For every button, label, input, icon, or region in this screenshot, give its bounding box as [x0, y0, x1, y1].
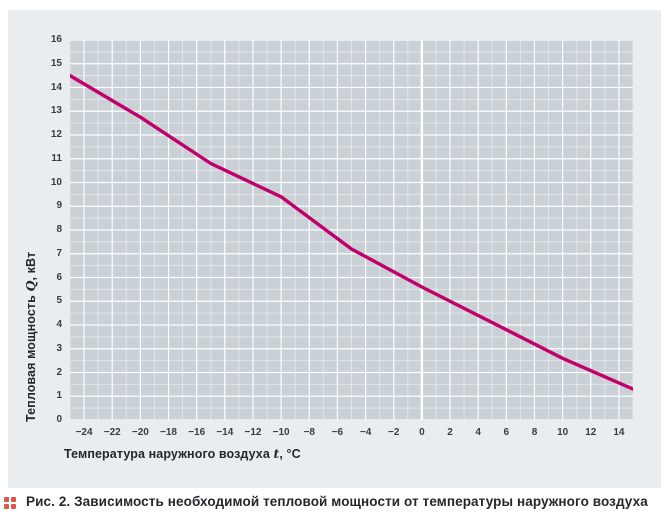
- y-axis-title: Тепловая мощность Q, кВт: [23, 252, 38, 422]
- y-tick-label: 1: [56, 390, 62, 402]
- y-tick-label: 3: [56, 342, 62, 354]
- y-tick-label: 14: [50, 81, 62, 93]
- x-tick-label: 2: [447, 427, 453, 438]
- x-tick-label: 6: [503, 427, 510, 438]
- x-tick-label: −6: [331, 427, 344, 438]
- series-line: [70, 73, 633, 391]
- y-axis-title-text: Тепловая мощность: [24, 291, 38, 422]
- x-tick-label: −24: [75, 427, 93, 438]
- x-tick-label: −22: [103, 427, 121, 438]
- x-axis-title-text: Температура наружного воздуха: [64, 447, 274, 461]
- x-tick-label: −20: [131, 427, 149, 438]
- x-axis-title: Температура наружного воздуха t, °C: [64, 446, 301, 461]
- x-tick-label: −4: [359, 427, 372, 438]
- x-tick-label: −10: [272, 427, 290, 438]
- y-axis-unit: , кВт: [24, 251, 38, 281]
- x-tick-label: −12: [244, 427, 262, 438]
- figure-caption: Рис. 2. Зависимость необходимой тепловой…: [26, 494, 648, 509]
- y-tick-label: 5: [56, 295, 62, 307]
- x-tick-label: −8: [303, 427, 315, 438]
- x-tick-label: 0: [419, 427, 425, 438]
- y-tick-label: 16: [50, 34, 62, 45]
- y-tick-label: 4: [56, 319, 62, 330]
- x-tick-label: −16: [188, 427, 206, 438]
- y-tick-label: 8: [56, 224, 62, 235]
- y-tick-label: 12: [50, 129, 62, 140]
- y-tick-label: 2: [56, 366, 62, 378]
- x-tick-label: −18: [160, 427, 177, 438]
- y-tick-label: 10: [50, 176, 62, 188]
- x-axis-unit: , °C: [279, 447, 301, 461]
- x-tick-label: 10: [557, 427, 569, 438]
- figure-marker-icon: [4, 497, 16, 509]
- y-tick-label: 13: [50, 105, 62, 117]
- x-tick-label: 14: [613, 427, 625, 438]
- y-tick-label: 9: [56, 200, 62, 212]
- x-axis-variable: t: [273, 446, 280, 461]
- y-tick-label: 7: [56, 247, 62, 259]
- y-tick-label: 11: [51, 152, 62, 164]
- y-tick-label: 15: [50, 57, 62, 69]
- figure-panel: 0 1 2 3 4 5 6 7 8 9 10 11 12 13 14 15 16 −24 −22 −20 −18 −16…: [8, 10, 661, 488]
- x-tick-label: −14: [216, 427, 234, 438]
- x-tick-label: 12: [585, 427, 597, 438]
- x-tick-label: −2: [388, 427, 400, 438]
- y-tick-label: 0: [56, 414, 62, 425]
- x-tick-label: 4: [475, 427, 481, 438]
- y-tick-label: 6: [56, 271, 62, 283]
- x-tick-label: 8: [531, 427, 538, 438]
- y-axis-variable: Q: [23, 280, 38, 292]
- plot-svg: [70, 40, 633, 420]
- plot-area: [70, 40, 633, 420]
